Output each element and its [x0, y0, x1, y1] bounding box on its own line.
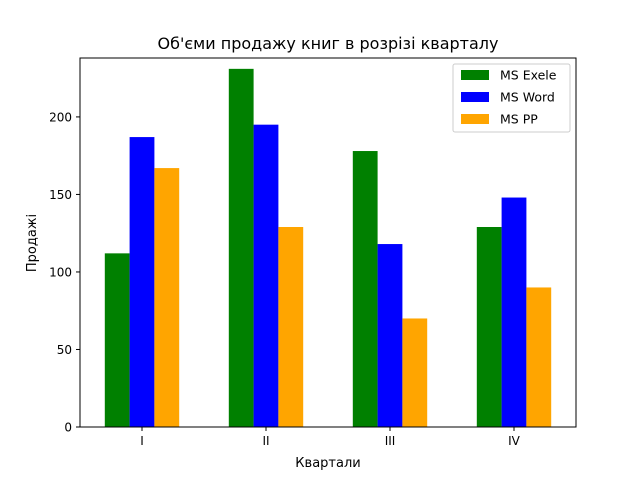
legend: MS Exele MS Word MS PP	[452, 63, 571, 133]
axes-frame	[79, 57, 577, 428]
bar	[104, 253, 130, 427]
y-axis-label: Продажі	[25, 214, 40, 272]
bar	[253, 124, 279, 428]
bar	[402, 318, 428, 427]
legend-label: MS PP	[500, 112, 538, 127]
y-tick-label: 100	[49, 265, 72, 279]
bars-layer	[104, 68, 552, 428]
y-tick-label: 200	[49, 110, 72, 124]
bar	[501, 197, 527, 427]
legend-items: MS Exele MS Word MS PP	[461, 68, 557, 127]
x-tick-label: III	[385, 434, 396, 448]
x-axis-ticks: I II III IV	[140, 427, 521, 448]
y-axis-ticks: 0 50 100 150 200	[49, 110, 80, 435]
bar	[278, 227, 304, 427]
x-tick-label: II	[262, 434, 269, 448]
legend-swatch	[461, 114, 489, 124]
y-tick-label: 150	[49, 188, 72, 202]
bar	[129, 137, 155, 427]
x-tick-label: IV	[508, 434, 521, 448]
bar	[476, 227, 502, 427]
chart-title: Об'єми продажу книг в розрізі кварталу	[158, 34, 499, 53]
x-tick-label: I	[140, 434, 144, 448]
bar	[228, 68, 254, 427]
legend-label: MS Word	[500, 90, 555, 105]
legend-swatch	[461, 70, 489, 80]
x-axis-label: Квартали	[295, 456, 360, 471]
bar	[352, 151, 378, 427]
bar	[526, 287, 552, 427]
legend-swatch	[461, 92, 489, 102]
bar	[377, 244, 403, 427]
legend-label: MS Exele	[500, 68, 557, 83]
bar	[154, 168, 180, 427]
y-tick-label: 50	[57, 343, 72, 357]
y-tick-label: 0	[64, 421, 72, 435]
